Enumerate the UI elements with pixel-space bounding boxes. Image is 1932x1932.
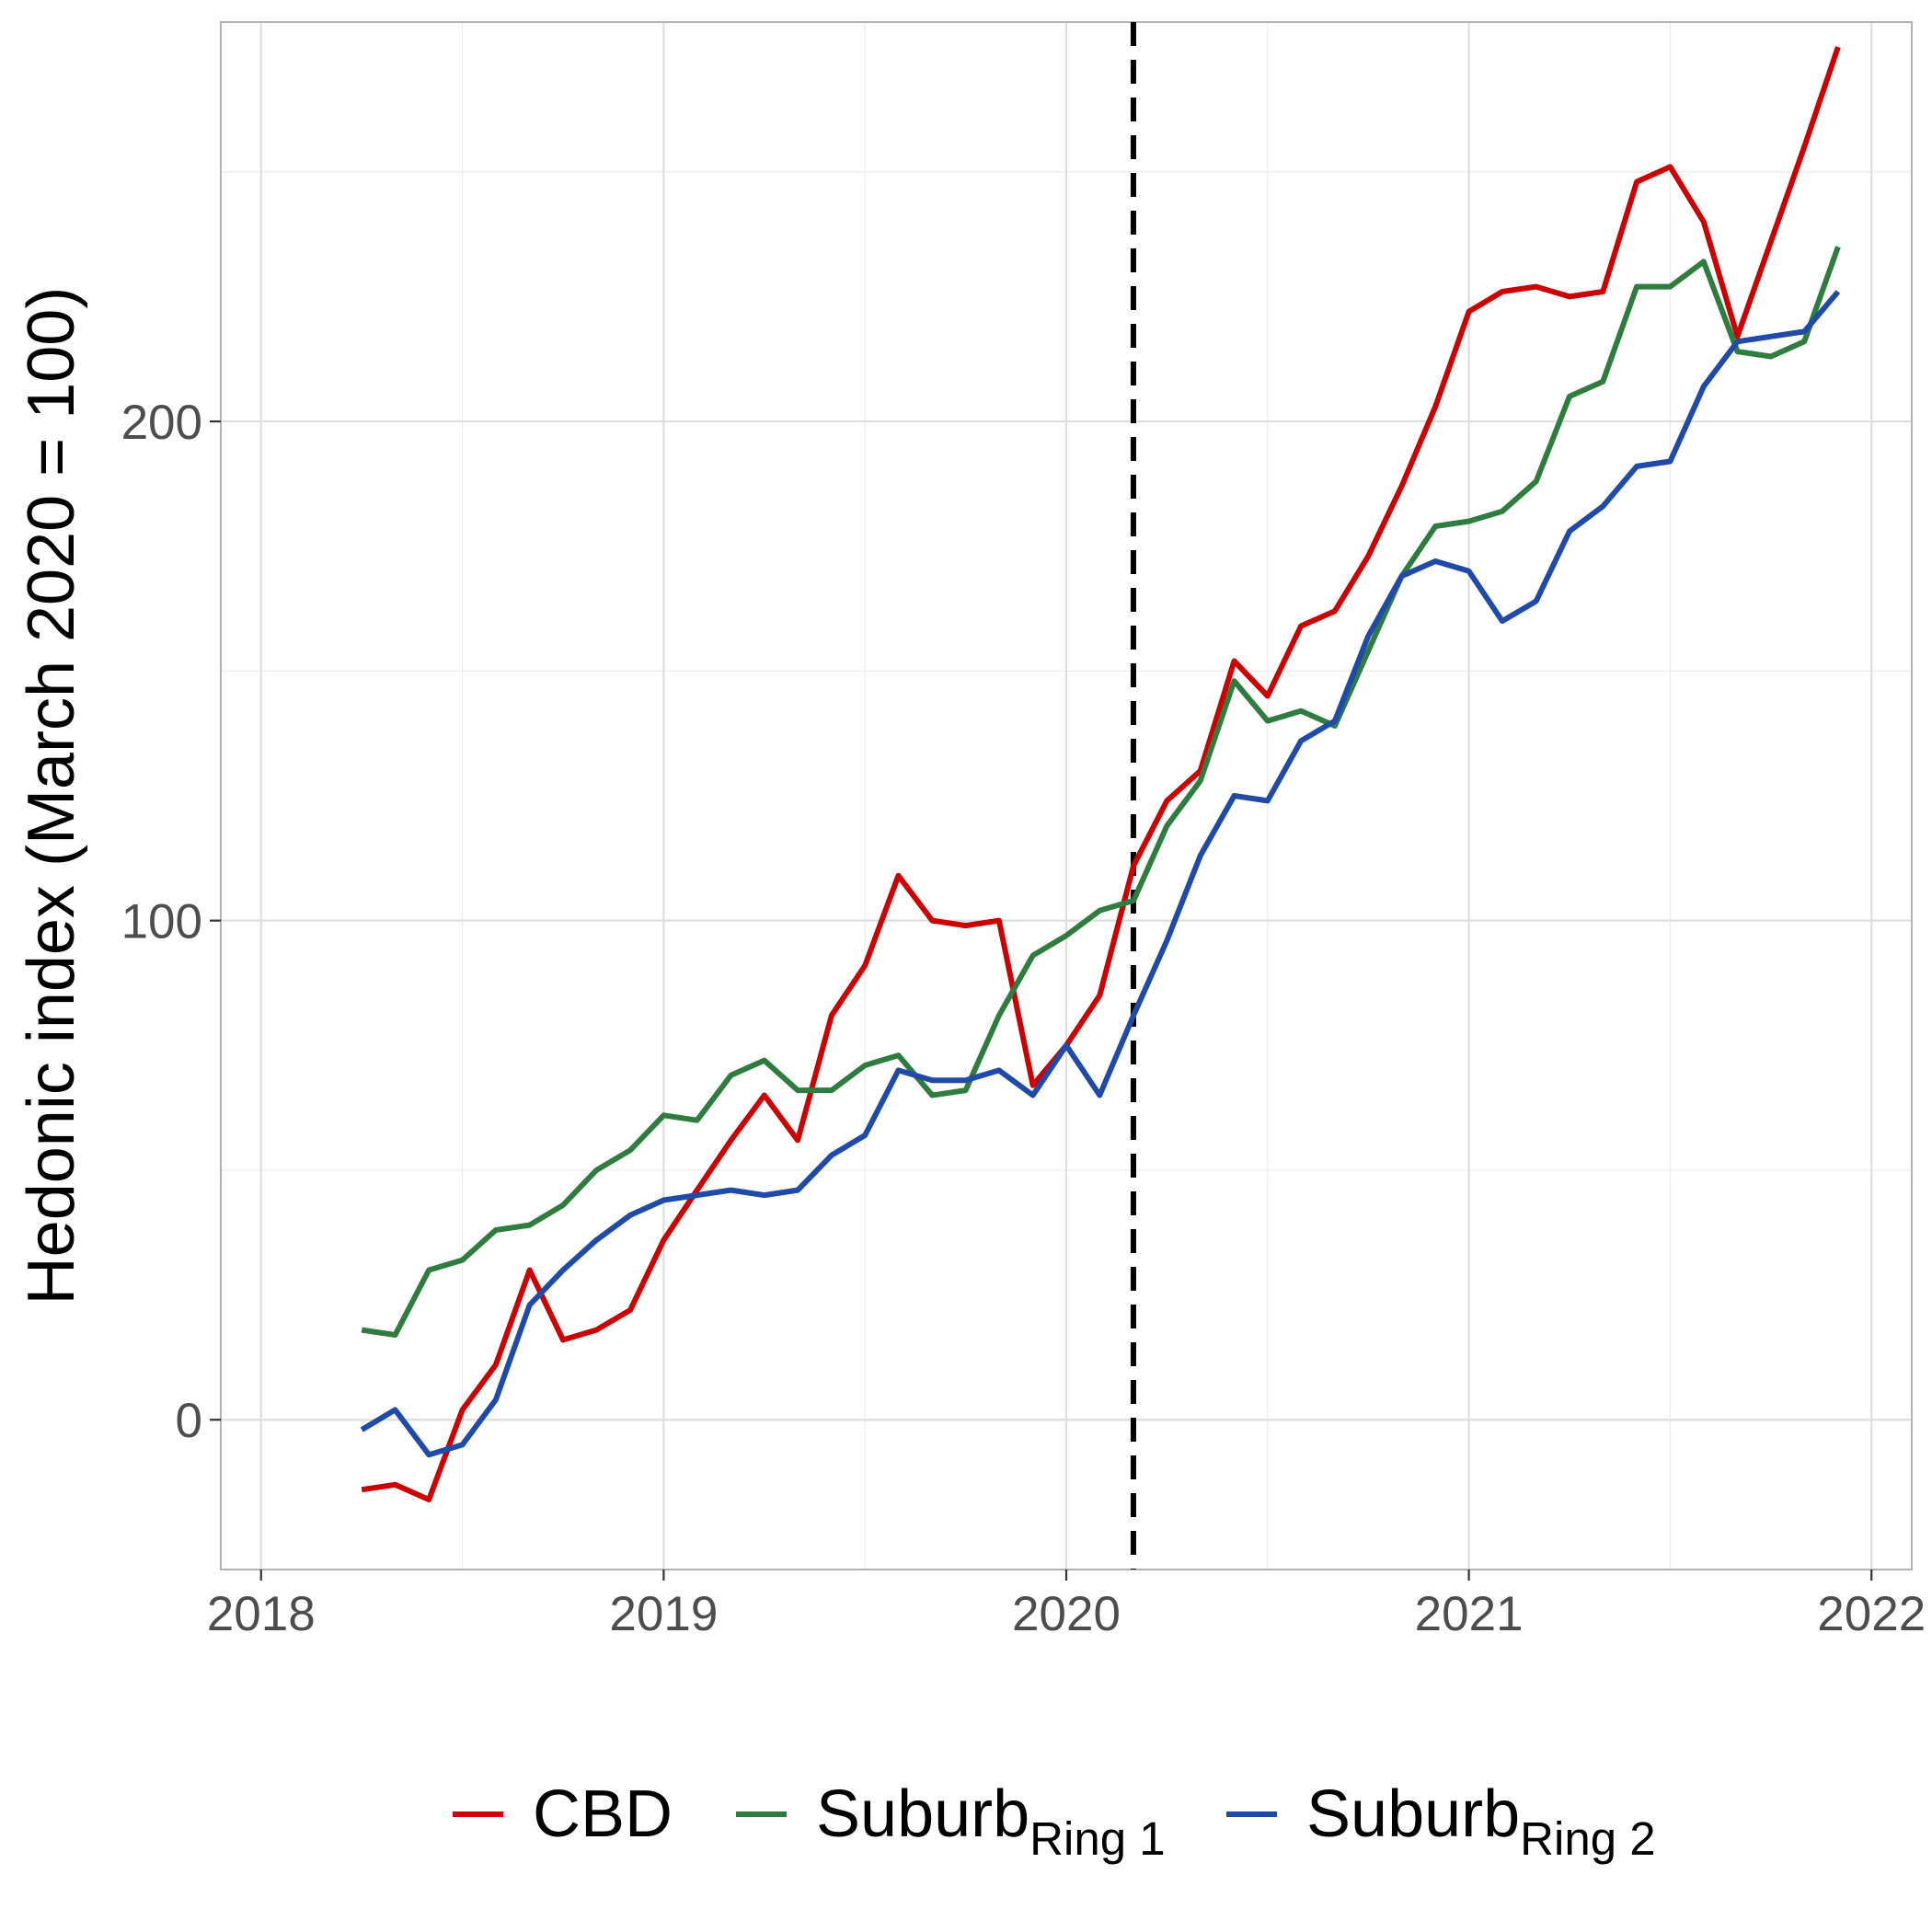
x-tick-label: 2021 (1415, 1587, 1524, 1641)
x-tick-label: 2018 (207, 1587, 316, 1641)
x-tick-label: 2020 (1012, 1587, 1121, 1641)
x-axis-ticks: 2018 2019 2020 2021 2022 (207, 1570, 1926, 1641)
major-gridlines (221, 22, 1912, 1570)
series-line-suburb-ring-1 (361, 246, 1841, 1338)
x-tick-label: 2022 (1817, 1587, 1926, 1641)
legend-label: CBD (533, 1777, 673, 1851)
legend-item: SuburbRing 2 (1226, 1777, 1656, 1865)
legend-item: CBD (453, 1777, 673, 1851)
y-tick-label: 100 (121, 895, 202, 949)
series-line-suburb-ring-2 (360, 290, 1841, 1458)
legend-label: SuburbRing 2 (1306, 1777, 1656, 1865)
y-axis-ticks: 0 100 200 (121, 396, 221, 1448)
legend-label: SuburbRing 1 (816, 1777, 1166, 1865)
x-tick-label: 2019 (609, 1587, 718, 1641)
legend: CBD SuburbRing 1 SuburbRing 2 (453, 1777, 1656, 1865)
y-tick-label: 0 (176, 1394, 202, 1448)
y-axis-title: Hedonic index (March 2020 = 100) (15, 287, 88, 1305)
y-tick-label: 200 (121, 396, 202, 450)
series-lines (360, 46, 1841, 1502)
series-line-cbd (361, 46, 1841, 1502)
legend-item: SuburbRing 1 (736, 1777, 1166, 1865)
